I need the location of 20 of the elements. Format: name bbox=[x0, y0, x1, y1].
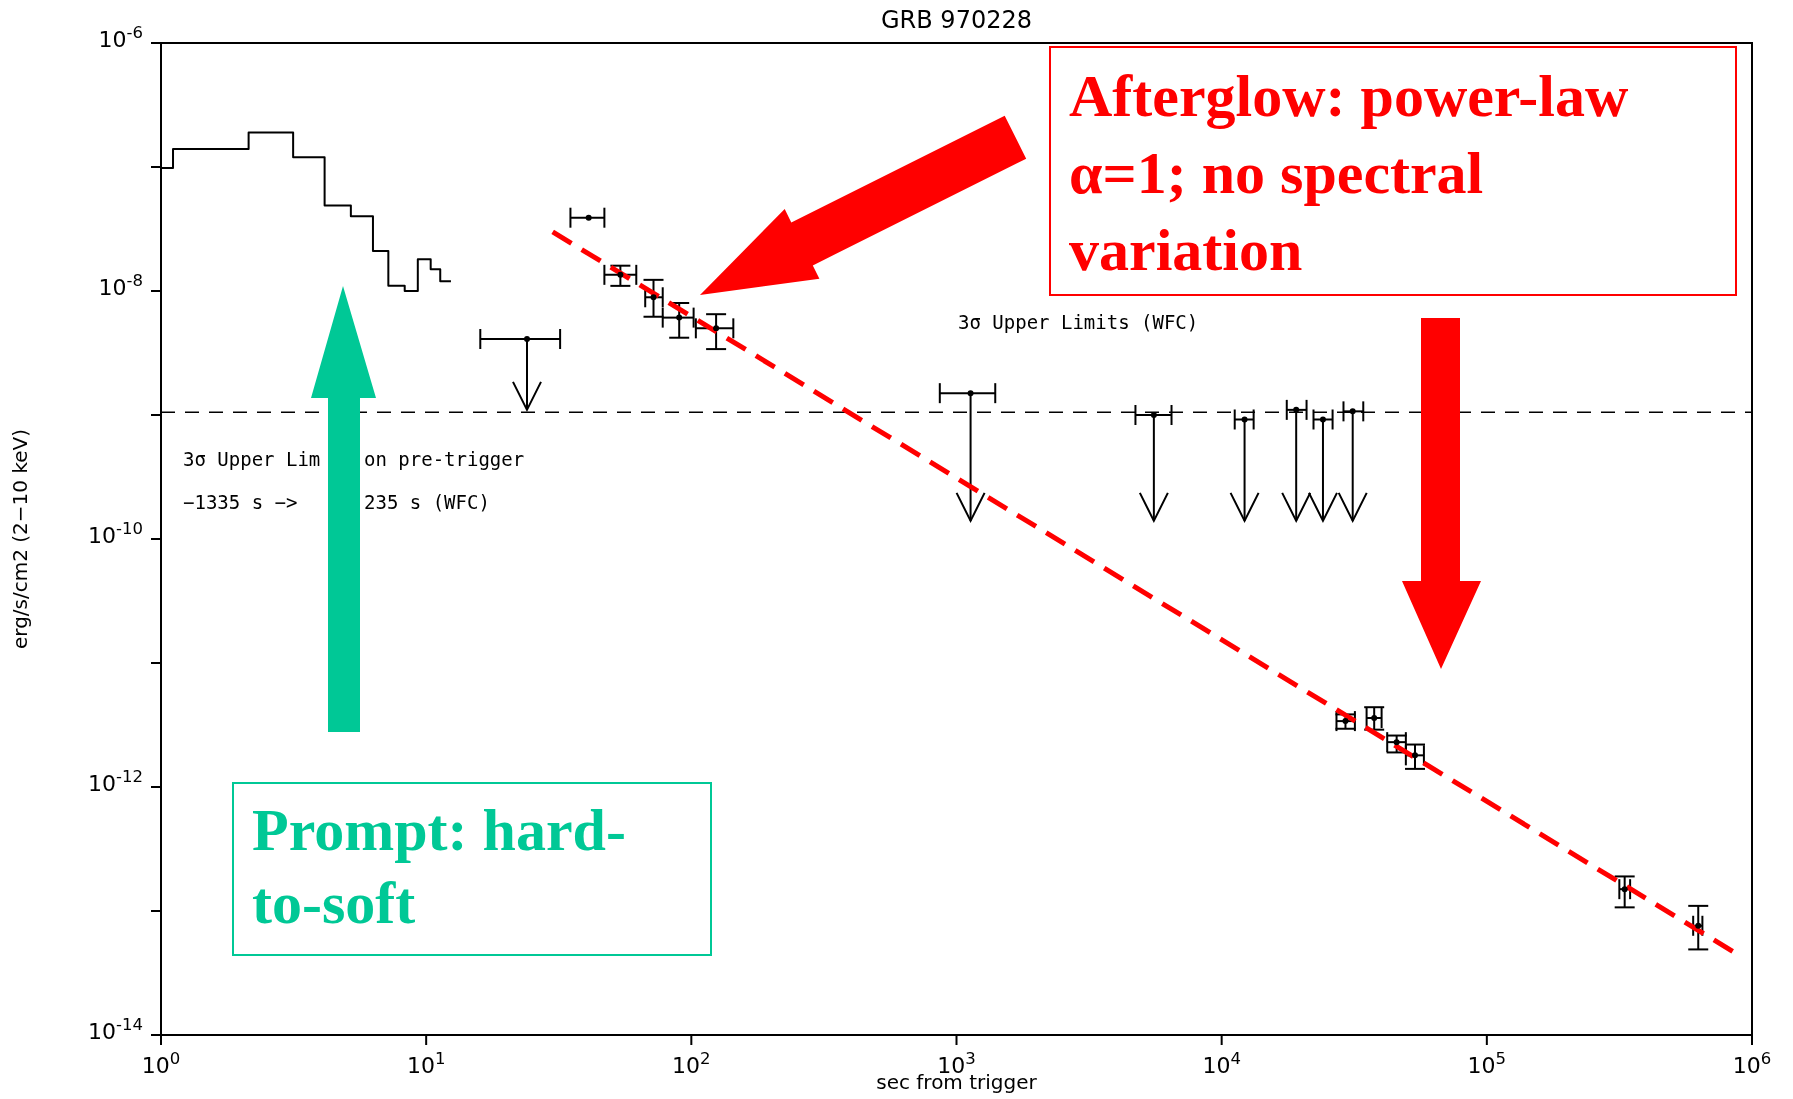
x-tick-label: 10$^{6}$ bbox=[1732, 1048, 1772, 1078]
y-axis-title: erg/s/cm2 (2−10 keV) bbox=[8, 428, 33, 650]
x-tick-label: 10$^{1}$ bbox=[406, 1048, 446, 1078]
x-tick-label: 10$^{4}$ bbox=[1202, 1048, 1241, 1078]
y-tick-label: 10$^{-10}$ bbox=[88, 518, 143, 548]
y-tick-label: 10$^{-6}$ bbox=[98, 22, 143, 52]
x-tick-label: 10$^{5}$ bbox=[1467, 1048, 1507, 1078]
chart-title: GRB 970228 bbox=[880, 6, 1033, 34]
y-tick-label: 10$^{-8}$ bbox=[98, 270, 143, 300]
y-tick-label: 10$^{-14}$ bbox=[88, 1014, 143, 1044]
annotation: 235 s (WFC) bbox=[364, 491, 490, 513]
annotation: 3σ Upper Lim bbox=[183, 448, 321, 470]
annotation: −1335 s −> bbox=[183, 491, 298, 513]
x-tick-label: 10$^{2}$ bbox=[672, 1048, 711, 1078]
annotation: on pre-trigger bbox=[364, 448, 525, 470]
x-tick-label: 10$^{0}$ bbox=[141, 1048, 181, 1078]
y-tick-label: 10$^{-12}$ bbox=[88, 766, 143, 796]
annotation: 3σ Upper Limits (WFC) bbox=[958, 311, 1199, 333]
annotation: Prompt: hard-to-soft bbox=[252, 796, 627, 938]
annotation: Afterglow: power-law α=1; no spectral variation bbox=[1069, 62, 1630, 285]
